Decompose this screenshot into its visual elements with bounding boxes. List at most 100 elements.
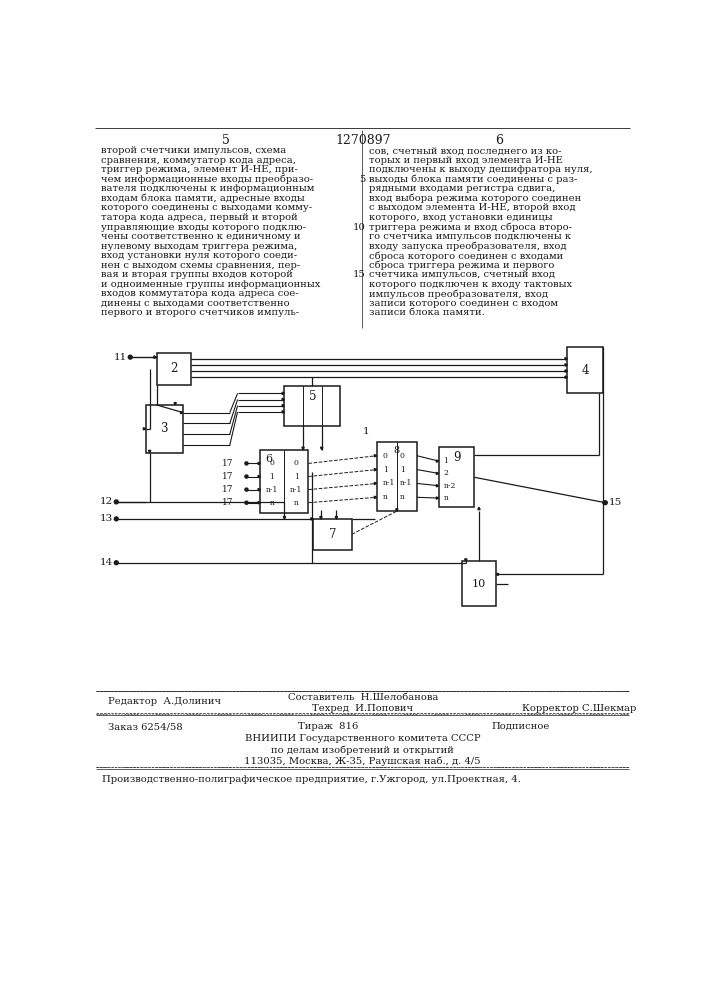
Text: 13: 13 [100,514,113,523]
Polygon shape [282,398,284,401]
Text: 2: 2 [170,362,177,375]
Polygon shape [258,502,260,504]
Text: входу запуска преобразователя, вход: входу запуска преобразователя, вход [369,242,566,251]
Polygon shape [148,450,151,453]
Text: 0: 0 [400,452,405,460]
Text: рядными входами регистра сдвига,: рядными входами регистра сдвига, [369,184,555,193]
Text: нулевому выходам триггера режима,: нулевому выходам триггера режима, [101,242,297,251]
Circle shape [245,462,248,465]
Circle shape [603,501,607,505]
Text: 17: 17 [222,472,233,481]
Text: динены с выходами соответственно: динены с выходами соответственно [101,299,289,308]
Text: 17: 17 [222,498,233,507]
Text: сброса триггера режима и первого: сброса триггера режима и первого [369,261,554,270]
Text: 3: 3 [160,422,168,435]
Text: 0: 0 [269,459,274,467]
Text: 12: 12 [100,497,113,506]
Polygon shape [478,507,480,510]
Text: счетчика импульсов, счетный вход: счетчика импульсов, счетный вход [369,270,555,279]
Bar [156,353,191,385]
Text: по делам изобретений и открытий: по делам изобретений и открытий [271,745,454,755]
Text: 1: 1 [400,466,405,474]
Polygon shape [174,403,176,405]
Text: 1: 1 [293,473,298,481]
Text: вход выбора режима которого соединен: вход выбора режима которого соединен [369,194,581,203]
Polygon shape [282,392,284,395]
Polygon shape [258,475,260,478]
Polygon shape [258,488,260,491]
Text: с выходом элемента И-НЕ, второй вход: с выходом элемента И-НЕ, второй вход [369,203,575,212]
Text: n: n [443,494,448,502]
Polygon shape [335,517,337,519]
Polygon shape [464,559,467,561]
Text: 17: 17 [222,485,233,494]
Polygon shape [144,428,146,430]
Text: нен с выходом схемы сравнения, пер-: нен с выходом схемы сравнения, пер- [101,261,300,270]
Text: татора кода адреса, первый и второй: татора кода адреса, первый и второй [101,213,298,222]
Polygon shape [436,497,438,499]
Text: Подписное: Подписное [491,722,550,731]
Text: n-1: n-1 [290,486,303,494]
Text: 5: 5 [223,134,230,147]
Text: сброса которого соединен с входами: сброса которого соединен с входами [369,251,563,261]
Text: n-2: n-2 [443,482,456,490]
Polygon shape [374,496,377,498]
Polygon shape [284,517,286,519]
Bar [260,450,308,513]
Text: 14: 14 [100,558,113,567]
Text: 113035, Москва, Ж-35, Раушская наб., д. 4/5: 113035, Москва, Ж-35, Раушская наб., д. … [245,756,481,766]
Text: 8: 8 [394,446,400,455]
Polygon shape [565,358,567,360]
Text: 5: 5 [308,390,316,403]
Polygon shape [374,468,377,471]
Polygon shape [565,376,567,378]
Bar [377,442,417,511]
Text: триггера режима и вход сброса второ-: триггера режима и вход сброса второ- [369,223,572,232]
Polygon shape [258,462,260,465]
Text: 5: 5 [359,175,366,184]
Text: входам блока памяти, адресные входы: входам блока памяти, адресные входы [101,194,305,203]
Polygon shape [436,460,438,462]
Text: 1270897: 1270897 [335,134,390,147]
Text: записи блока памяти.: записи блока памяти. [369,308,485,317]
Polygon shape [436,485,438,487]
Bar [567,347,603,393]
Polygon shape [396,509,398,511]
Text: 10: 10 [353,223,366,232]
Text: 6: 6 [265,454,272,464]
Text: вход установки нуля которого соеди-: вход установки нуля которого соеди- [101,251,297,260]
Polygon shape [302,447,304,450]
Text: импульсов преобразователя, вход: импульсов преобразователя, вход [369,289,548,299]
Text: 11: 11 [114,353,127,362]
Text: 0: 0 [293,459,298,467]
Text: го счетчика импульсов подключены к: го счетчика импульсов подключены к [369,232,571,241]
Circle shape [128,355,132,359]
Text: которого подключен к входу тактовых: которого подключен к входу тактовых [369,280,572,289]
Text: торых и первый вход элемента И-НЕ: торых и первый вход элемента И-НЕ [369,156,563,165]
Text: 7: 7 [329,528,337,541]
Text: 17: 17 [222,459,233,468]
Polygon shape [180,411,183,414]
Text: записи которого соединен с входом: записи которого соединен с входом [369,299,558,308]
Text: сов, счетный вход последнего из ко-: сов, счетный вход последнего из ко- [369,146,561,155]
Text: 6: 6 [495,134,503,147]
Text: n: n [400,493,405,501]
Bar [438,447,474,507]
Text: 2: 2 [443,469,448,477]
Text: 15: 15 [609,498,621,507]
Text: Корректор С.Шекмар: Корректор С.Шекмар [522,704,637,713]
Text: входов коммутатора кода адреса сое-: входов коммутатора кода адреса сое- [101,289,298,298]
Polygon shape [320,447,323,450]
Text: Техред  И.Попович: Техред И.Попович [312,704,414,713]
Text: которого соединены с выходами комму-: которого соединены с выходами комму- [101,203,312,212]
Bar [146,405,183,453]
Text: триггер режима, элемент И-НЕ, при-: триггер режима, элемент И-НЕ, при- [101,165,298,174]
Text: управляющие входы которого подклю-: управляющие входы которого подклю- [101,223,305,232]
Text: вателя подключены к информационным: вателя подключены к информационным [101,184,314,193]
Text: ВНИИПИ Государственного комитета СССР: ВНИИПИ Государственного комитета СССР [245,734,481,743]
Bar [313,519,352,550]
Polygon shape [374,482,377,485]
Text: Тираж  816: Тираж 816 [298,722,358,731]
Text: Производственно-полиграфическое предприятие, г.Ужгород, ул.Проектная, 4.: Производственно-полиграфическое предприя… [103,774,521,784]
Text: 1: 1 [443,457,448,465]
